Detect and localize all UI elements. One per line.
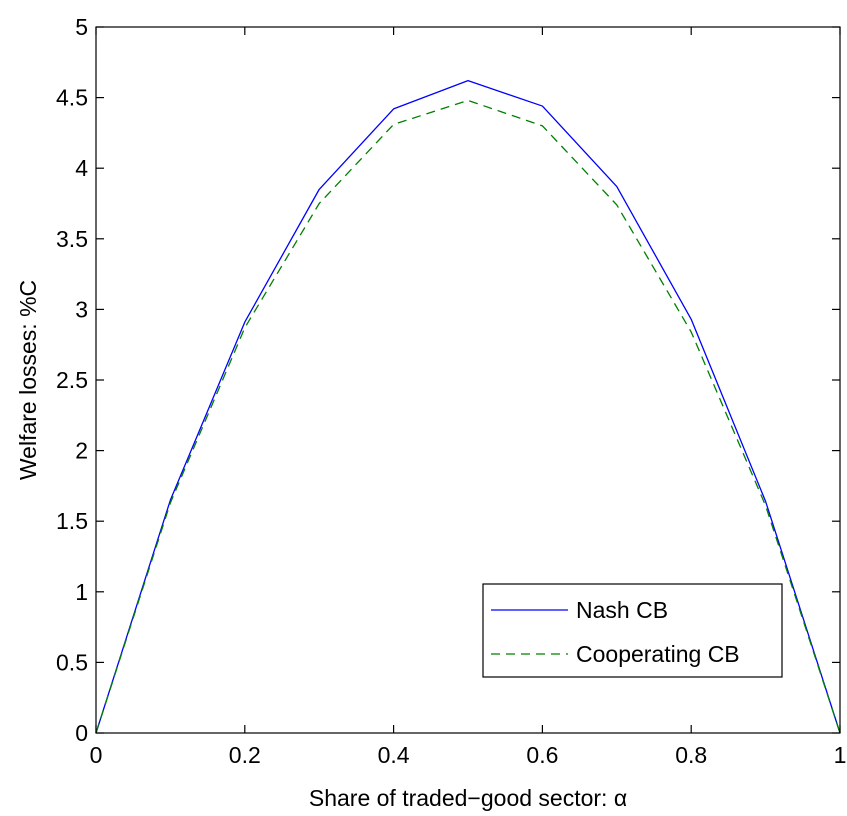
tick-layer: 0 0.2 0.4 0.6 0.8 1 0 0.5 1 1.5 2 2.5 3 3.5 4 4.5 5: [56, 14, 846, 768]
y-tick-label: 2: [75, 438, 88, 464]
x-tick-label: 0.2: [229, 742, 261, 768]
x-tick-label: 0.6: [526, 742, 558, 768]
legend-label-cooperating-cb: Cooperating CB: [576, 641, 740, 667]
legend-box: [482, 583, 783, 678]
x-tick-label: 0.8: [675, 742, 707, 768]
y-tick-label: 0.5: [56, 649, 88, 675]
legend-label-nash-cb: Nash CB: [576, 597, 668, 623]
y-tick-label: 1: [75, 579, 88, 605]
y-tick-label: 5: [75, 14, 88, 40]
y-tick-label: 4.5: [56, 85, 88, 111]
series-layer: [95, 80, 841, 734]
x-tick-label: 0.4: [378, 742, 410, 768]
x-axis-label: Share of traded−good sector: α: [309, 785, 627, 811]
x-tick-label: 1: [834, 742, 847, 768]
y-axis-label: Welfare losses: %C: [15, 280, 41, 480]
series-line-cooperating-cb: [95, 99, 841, 734]
y-tick-label: 1.5: [56, 508, 88, 534]
y-tick-label: 3: [75, 296, 88, 322]
y-tick-label: 0: [75, 720, 88, 746]
x-tick-label: 0: [90, 742, 103, 768]
legend: Nash CB Cooperating CB: [482, 583, 783, 678]
y-tick-label: 3.5: [56, 226, 88, 252]
y-tick-label: 4: [75, 155, 88, 181]
y-tick-label: 2.5: [56, 367, 88, 393]
series-line-nash-cb: [95, 80, 841, 734]
